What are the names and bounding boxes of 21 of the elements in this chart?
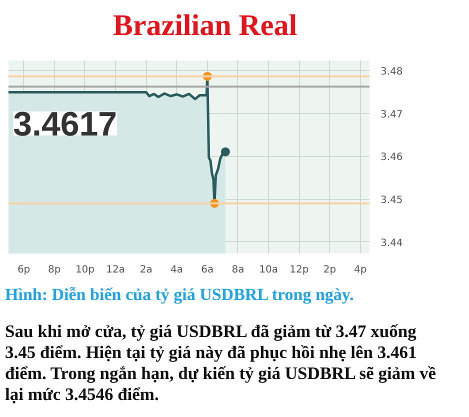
x-tick-label: 2a: [140, 264, 152, 276]
annotation: 3.4617: [13, 106, 118, 144]
x-tick-label: 6p: [17, 264, 30, 276]
y-tick-label: 3.44: [380, 238, 403, 249]
x-tick-label: 6a: [201, 264, 214, 276]
y-tick-label: 3.46: [380, 152, 403, 164]
x-tick-label: 12a: [106, 264, 126, 276]
y-tick-label: 3.47: [380, 109, 403, 120]
x-tick-label: 4a: [170, 264, 184, 276]
x-tick-label: 2p: [323, 264, 336, 276]
y-tick-label: 3.45: [380, 195, 403, 206]
x-tick-label: 10a: [259, 264, 278, 276]
chart-title: Brazilian Real: [112, 8, 298, 44]
text: Sau khi mở cửa, tỷ giá USDBRL đã giảm từ 3.47 xuống 3.45 điểm. Hiện tại tỷ giá này đã phục hồi nhẹ lên 3.461 điểm. Trong ngắn hạn, dự kiến tỷ giá USDBRL sẽ giảm về lại mức 3.4546 điểm.: [5, 321, 438, 405]
x-tick-label: 10p: [75, 264, 95, 276]
y-tick-label: 3.48: [380, 66, 403, 78]
x-tick-label: 4p: [354, 264, 367, 276]
x-tick-label: 8p: [48, 264, 61, 276]
x-tick-label: 12p: [290, 264, 309, 276]
x-tick-label: 8a: [232, 264, 244, 276]
text: Hình: Diễn biến của tỷ giá USDBRL trong ngày.: [5, 284, 354, 306]
